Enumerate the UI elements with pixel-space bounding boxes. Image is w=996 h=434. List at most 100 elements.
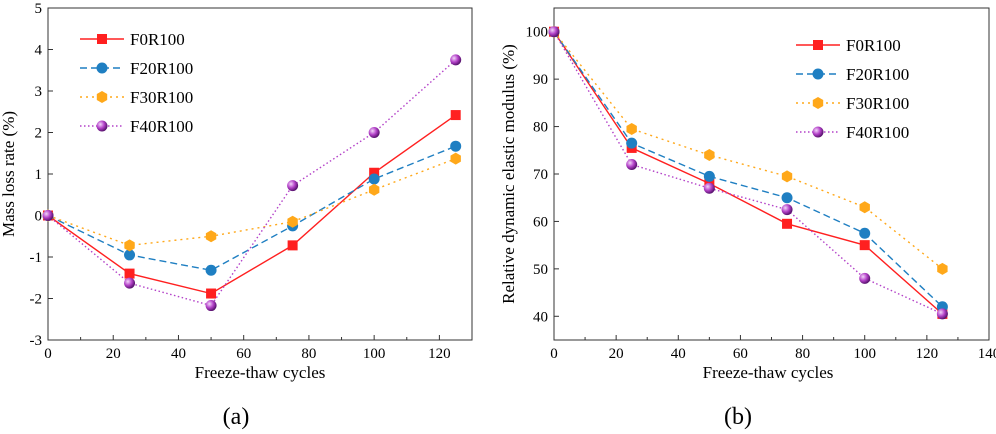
- data-point-f20r100: [124, 249, 136, 261]
- chart-b-series: [548, 25, 948, 320]
- chart-a-panel-label: (a): [223, 404, 250, 430]
- chart-a-xtick-label: 80: [301, 346, 316, 362]
- data-point-f30r100: [205, 230, 217, 243]
- legend-label: F0R100: [130, 30, 185, 49]
- chart-b-ytick-label: 60: [533, 214, 548, 230]
- data-point-f40r100: [859, 272, 871, 284]
- chart-a-ytick-label: 0: [35, 209, 43, 225]
- legend-marker-f40r100: [96, 120, 108, 132]
- chart-b-xtick-label: 100: [853, 346, 876, 362]
- legend-label: F0R100: [846, 36, 901, 55]
- chart-a-ytick-label: 1: [35, 167, 43, 183]
- chart-a-xlabel: Freeze-thaw cycles: [195, 363, 326, 382]
- legend-marker-f0r100: [813, 40, 823, 50]
- chart-b-xtick-label: 0: [550, 346, 558, 362]
- legend-item-f0r100: F0R100: [80, 30, 185, 49]
- legend-marker-f30r100: [812, 97, 824, 109]
- legend-item-f30r100: F30R100: [796, 94, 909, 113]
- data-point-f40r100: [548, 26, 560, 38]
- data-point-f30r100: [368, 183, 380, 196]
- data-point-f30r100: [626, 122, 637, 135]
- data-point-f40r100: [287, 180, 299, 192]
- legend-marker-f40r100: [812, 126, 824, 138]
- chart-a-axes: 0 20 40 60 80 100 120 -3 -2 -1 0 1 2 3 4 5: [30, 1, 451, 362]
- chart-b-xtick-label: 40: [671, 346, 686, 362]
- chart-b-ytick-label: 50: [533, 262, 548, 278]
- chart-a-series: [42, 54, 462, 312]
- chart-a-frame: [47, 7, 473, 341]
- data-point-f40r100: [124, 277, 136, 289]
- chart-b-legend: F0R100 F20R100 F30R100 F40R100: [796, 36, 909, 142]
- data-point-f40r100: [368, 127, 380, 138]
- legend-label: F40R100: [846, 123, 909, 142]
- series-f30r100: [42, 152, 461, 252]
- legend-item-f20r100: F20R100: [796, 65, 909, 84]
- chart-a-xtick-label: 100: [363, 346, 386, 362]
- chart-a-xtick-label: 20: [106, 346, 121, 362]
- chart-b-xtick-label: 20: [609, 346, 624, 362]
- series-line-f0r100: [553, 31, 943, 315]
- series-line-f30r100: [47, 157, 456, 247]
- legend-marker-f20r100: [812, 68, 824, 80]
- series-line-f20r100: [47, 145, 456, 272]
- data-point-f0r100: [287, 240, 298, 251]
- chart-a-xtick-label: 0: [44, 346, 52, 362]
- data-point-f40r100: [626, 159, 638, 171]
- data-point-f0r100: [369, 167, 380, 178]
- data-point-f20r100: [781, 192, 793, 204]
- legend-label: F30R100: [130, 88, 193, 107]
- chart-a-xtick-label: 60: [236, 346, 251, 362]
- legend-item-f40r100: F40R100: [80, 117, 193, 136]
- series-f0r100: [43, 110, 461, 299]
- data-point-f40r100: [703, 182, 715, 194]
- data-point-f40r100: [42, 210, 54, 221]
- series-line-f0r100: [47, 114, 457, 295]
- chart-a-ytick-label: -2: [30, 292, 43, 308]
- data-point-f0r100: [450, 110, 461, 121]
- data-point-f30r100: [450, 152, 461, 165]
- series-line-f40r100: [553, 31, 943, 315]
- legend-label: F40R100: [130, 117, 193, 136]
- chart-b-xtick-label: 80: [795, 346, 810, 362]
- series-f40r100: [42, 54, 462, 312]
- data-point-f40r100: [205, 300, 217, 312]
- chart-a-xtick-label: 120: [428, 346, 451, 362]
- chart-b-ylabel: Relative dynamic elastic modulus (%): [499, 44, 518, 304]
- chart-b-frame: [553, 7, 990, 341]
- chart-a-ytick-label: 3: [35, 84, 43, 100]
- series-line-f40r100: [47, 59, 457, 307]
- data-point-f20r100: [450, 140, 462, 152]
- data-point-f30r100: [859, 201, 870, 214]
- chart-b-ytick-label: 80: [533, 120, 548, 136]
- series-line-f30r100: [553, 31, 943, 270]
- data-point-f0r100: [124, 268, 135, 279]
- legend-item-f20r100: F20R100: [80, 59, 193, 78]
- data-point-f0r100: [206, 288, 217, 299]
- legend-item-f0r100: F0R100: [796, 36, 901, 55]
- legend-marker-f0r100: [97, 34, 107, 44]
- data-point-f20r100: [626, 137, 638, 149]
- chart-a-xtick-label: 40: [171, 346, 186, 362]
- data-point-f40r100: [450, 54, 462, 66]
- chart-b-ytick-label: 100: [526, 25, 549, 41]
- data-point-f20r100: [205, 264, 217, 276]
- series-f30r100: [548, 25, 948, 275]
- data-point-f40r100: [936, 308, 948, 320]
- legend-label: F30R100: [846, 94, 909, 113]
- data-point-f20r100: [859, 227, 871, 239]
- legend-label: F20R100: [130, 59, 193, 78]
- series-line-f20r100: [553, 31, 943, 308]
- chart-b-xlabel: Freeze-thaw cycles: [703, 363, 834, 382]
- data-point-f30r100: [704, 149, 715, 162]
- chart-b-xtick-label: 140: [978, 346, 996, 362]
- chart-a: 0 20 40 60 80 100 120 -3 -2 -1 0 1 2 3 4 5 F0R100 F20R10…: [0, 1, 473, 430]
- legend-marker-f20r100: [96, 62, 108, 74]
- data-point-f0r100: [859, 240, 870, 251]
- chart-b: 0 20 40 60 80 100 120 140 40 50 60 70 80 90 100 F0R100…: [499, 7, 996, 430]
- legend-item-f30r100: F30R100: [80, 88, 193, 107]
- legend-marker-f30r100: [96, 91, 108, 103]
- chart-a-ylabel: Mass loss rate (%): [0, 111, 18, 237]
- chart-b-ytick-label: 90: [533, 72, 548, 88]
- chart-a-ytick-label: -1: [30, 250, 43, 266]
